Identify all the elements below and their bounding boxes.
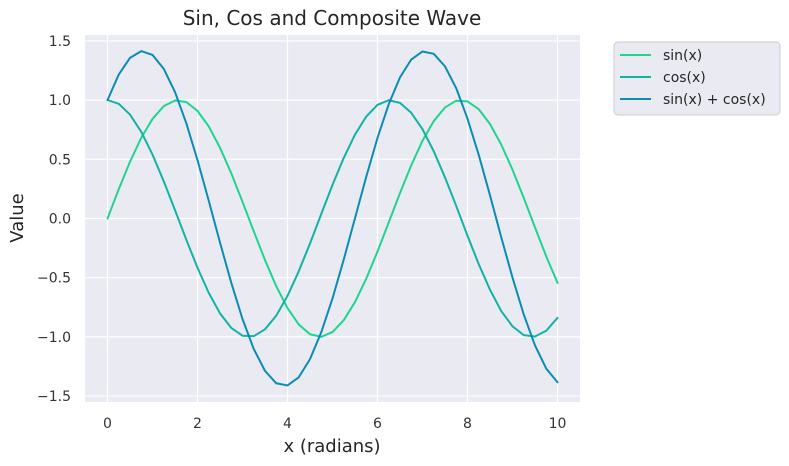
series-line-1 — [106, 99, 559, 338]
y-tick-label: 0.0 — [49, 212, 71, 228]
series-line-2 — [106, 99, 559, 338]
x-axis-label: x (radians) — [283, 436, 380, 457]
legend: sin(x) cos(x) sin(x) + cos(x) — [613, 41, 781, 116]
y-tick-label: −1.5 — [37, 389, 71, 405]
x-tick-label: 10 — [549, 416, 567, 432]
legend-box — [613, 41, 781, 116]
legend-label: sin(x) — [663, 48, 702, 64]
x-tick-label: 4 — [283, 416, 292, 432]
legend-label: sin(x) + cos(x) — [663, 92, 766, 108]
y-axis-label: Value — [7, 193, 28, 242]
x-tick-label: 0 — [103, 416, 112, 432]
y-tick-label: −0.5 — [37, 271, 71, 287]
series-line-3 — [106, 50, 559, 387]
x-tick-label: 2 — [193, 416, 202, 432]
tick-labels: 0 2 4 6 8 10 1.5 1.0 0.5 0.0 −0.5 −1.0 −1.5 — [37, 34, 566, 432]
series-lines — [106, 50, 559, 387]
y-tick-label: 1.5 — [49, 34, 71, 50]
x-tick-label: 8 — [463, 416, 472, 432]
y-tick-label: 0.5 — [49, 152, 71, 168]
y-tick-label: 1.0 — [49, 93, 71, 109]
chart-title: Sin, Cos and Composite Wave — [183, 6, 482, 30]
grid-lines — [85, 35, 580, 402]
x-tick-label: 6 — [373, 416, 382, 432]
y-tick-label: −1.0 — [37, 330, 71, 346]
legend-label: cos(x) — [663, 70, 706, 86]
